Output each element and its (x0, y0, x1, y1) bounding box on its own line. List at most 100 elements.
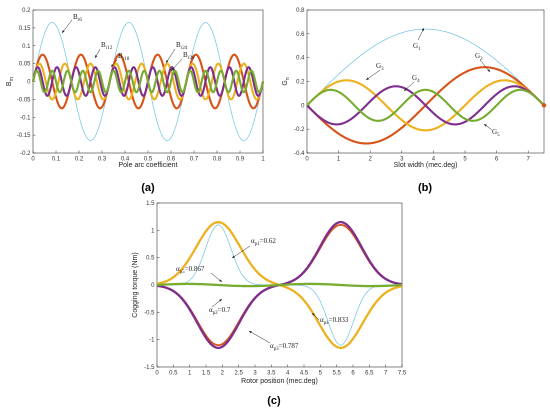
annotation-ap4: αp4=0.833 (320, 316, 349, 326)
y-tick-label: 0 (27, 80, 31, 86)
x-tick-label: 0.3 (98, 157, 107, 163)
arrow-ap2-head (219, 299, 222, 302)
x-tick-label: 1 (261, 157, 265, 163)
x-tick-label: 0.2 (75, 157, 84, 163)
arrow-br18-head (111, 64, 114, 67)
x-tick-label: 5.5 (332, 371, 341, 377)
x-tick-label: 0.1 (52, 157, 61, 163)
y-tick-label: 0 (151, 283, 155, 289)
x-tick-label: 2.5 (234, 371, 243, 377)
x-tick-label: 0.7 (190, 157, 199, 163)
panel-a-chart: 0 0.1 0.2 0.3 0.4 0.5 0.6 0.7 0.8 0.9 1 -0.2 -0.15 -0… (6, 8, 265, 194)
x-tick-label: 4 (432, 157, 436, 163)
y-tick-label: 0.1 (22, 44, 31, 50)
panel-label-a: (a) (141, 182, 155, 194)
y-tick-label: -0.4 (294, 151, 305, 157)
arrow-br12-head (95, 55, 98, 58)
arrow-g1-head (421, 28, 424, 31)
series-line-g3 (306, 79, 545, 132)
x-tick-label: 5 (463, 157, 467, 163)
x-tick-label: 0 (155, 371, 159, 377)
series-line-g5 (306, 88, 545, 122)
annotation-ap2: αp2=0.7 (209, 306, 231, 316)
y-tick-label: 0.8 (296, 8, 305, 14)
arrow-br30-head (171, 68, 174, 71)
series-line-g1 (306, 28, 545, 106)
x-tick-label: 4.5 (300, 371, 309, 377)
x-tick-label: 7 (527, 157, 531, 163)
x-tick-label: 6 (495, 157, 499, 163)
y-tick-label: 1.5 (146, 201, 155, 207)
arrow-ap4-head (312, 313, 315, 316)
annotation-ap5: αp5=0.867 (176, 265, 205, 275)
x-tick-label: 3 (253, 371, 257, 377)
y-axis-label: Brn (6, 77, 15, 86)
y-tick-label: 0.2 (296, 80, 305, 86)
x-tick-label: 4 (286, 371, 290, 377)
arrow-ap5-head (219, 279, 222, 282)
arrow-br6-head (62, 30, 65, 33)
annotation-br6: Br6 (73, 13, 82, 23)
panel-b-chart: 0 1 2 3 4 5 6 7 -0.4 -0.2 0 0.2 0.4 0.6 0.8 Slot width … (282, 8, 547, 194)
arrow-g3 (365, 69, 381, 81)
arrow-ap1-head (232, 255, 235, 258)
x-tick-label: 2 (221, 371, 225, 377)
y-tick-label: -0.05 (17, 97, 31, 103)
x-tick-label: 0.8 (213, 157, 222, 163)
y-tick-label: -1 (149, 338, 155, 344)
y-tick-label: -1.5 (144, 365, 155, 371)
y-tick-label: -0.1 (20, 115, 31, 121)
x-tick-label: 6 (351, 371, 355, 377)
x-tick-label: 0 (305, 157, 309, 163)
x-axis-label: Pole arc coefficient (118, 162, 177, 169)
y-axis-label: Gn (282, 77, 291, 85)
y-tick-label: -0.2 (20, 151, 31, 157)
y-tick-label: 0.4 (296, 56, 305, 62)
series-line-ap5 (156, 282, 403, 288)
arrow-g3-head (366, 77, 369, 80)
annotation-br18: Br18 (118, 52, 130, 62)
x-axis-label: Rotor position (mec.deg) (241, 378, 318, 385)
y-axis-label: Cogging torque (Nm) (132, 252, 139, 317)
annotation-g2: G2 (475, 52, 483, 62)
panel-c-chart: 0 0.5 1 1.5 2 2.5 3 3.5 4 4.5 5 5.5 6 6.5 7 7.5 -1.5 -1 -0… (132, 201, 407, 407)
y-tick-label: -0.5 (144, 310, 155, 316)
y-tick-label: 0 (301, 103, 305, 109)
annotation-g5: G5 (492, 128, 500, 138)
arrow-ap1 (231, 245, 251, 259)
arrow-br24-head (166, 60, 169, 63)
annotation-g1: G1 (413, 42, 421, 52)
x-tick-label: 0.5 (169, 371, 178, 377)
y-tick-label: 0.2 (22, 8, 31, 14)
x-tick-label: 7 (384, 371, 388, 377)
arrow-g5-head (484, 124, 487, 127)
x-tick-label: 1 (188, 371, 192, 377)
y-tick-label: 0.5 (146, 256, 155, 262)
panel-label-c: (c) (267, 395, 281, 407)
annotation-ap1: αp1=0.62 (251, 237, 276, 247)
series-line-br30 (31, 69, 265, 94)
annotation-br12: Br12 (101, 41, 113, 51)
annotation-g3: G3 (376, 62, 384, 72)
y-tick-label: 0.05 (19, 62, 31, 68)
arrow-br24 (165, 48, 176, 64)
series-line-g4 (306, 85, 545, 126)
annotation-br24: Br24 (176, 41, 188, 51)
y-tick-label: 0.6 (296, 32, 305, 38)
x-tick-label: 6.5 (365, 371, 374, 377)
annotation-ap3: αp3=0.787 (270, 342, 299, 352)
x-tick-label: 5 (319, 371, 323, 377)
y-tick-label: -0.2 (294, 127, 305, 133)
x-tick-label: 3 (400, 157, 404, 163)
x-axis-label: Slot width (mec.deg) (394, 162, 458, 169)
y-tick-label: 0.15 (19, 26, 31, 32)
x-tick-label: 7.5 (398, 371, 407, 377)
x-tick-label: 0.4 (121, 157, 130, 163)
arrow-g4-head (404, 88, 407, 91)
panel-label-b: (b) (418, 182, 432, 194)
arrow-ap3-head (249, 331, 252, 334)
y-tick-label: -0.15 (17, 133, 31, 139)
arrow-g2-head (487, 69, 490, 72)
x-tick-label: 2 (369, 157, 373, 163)
